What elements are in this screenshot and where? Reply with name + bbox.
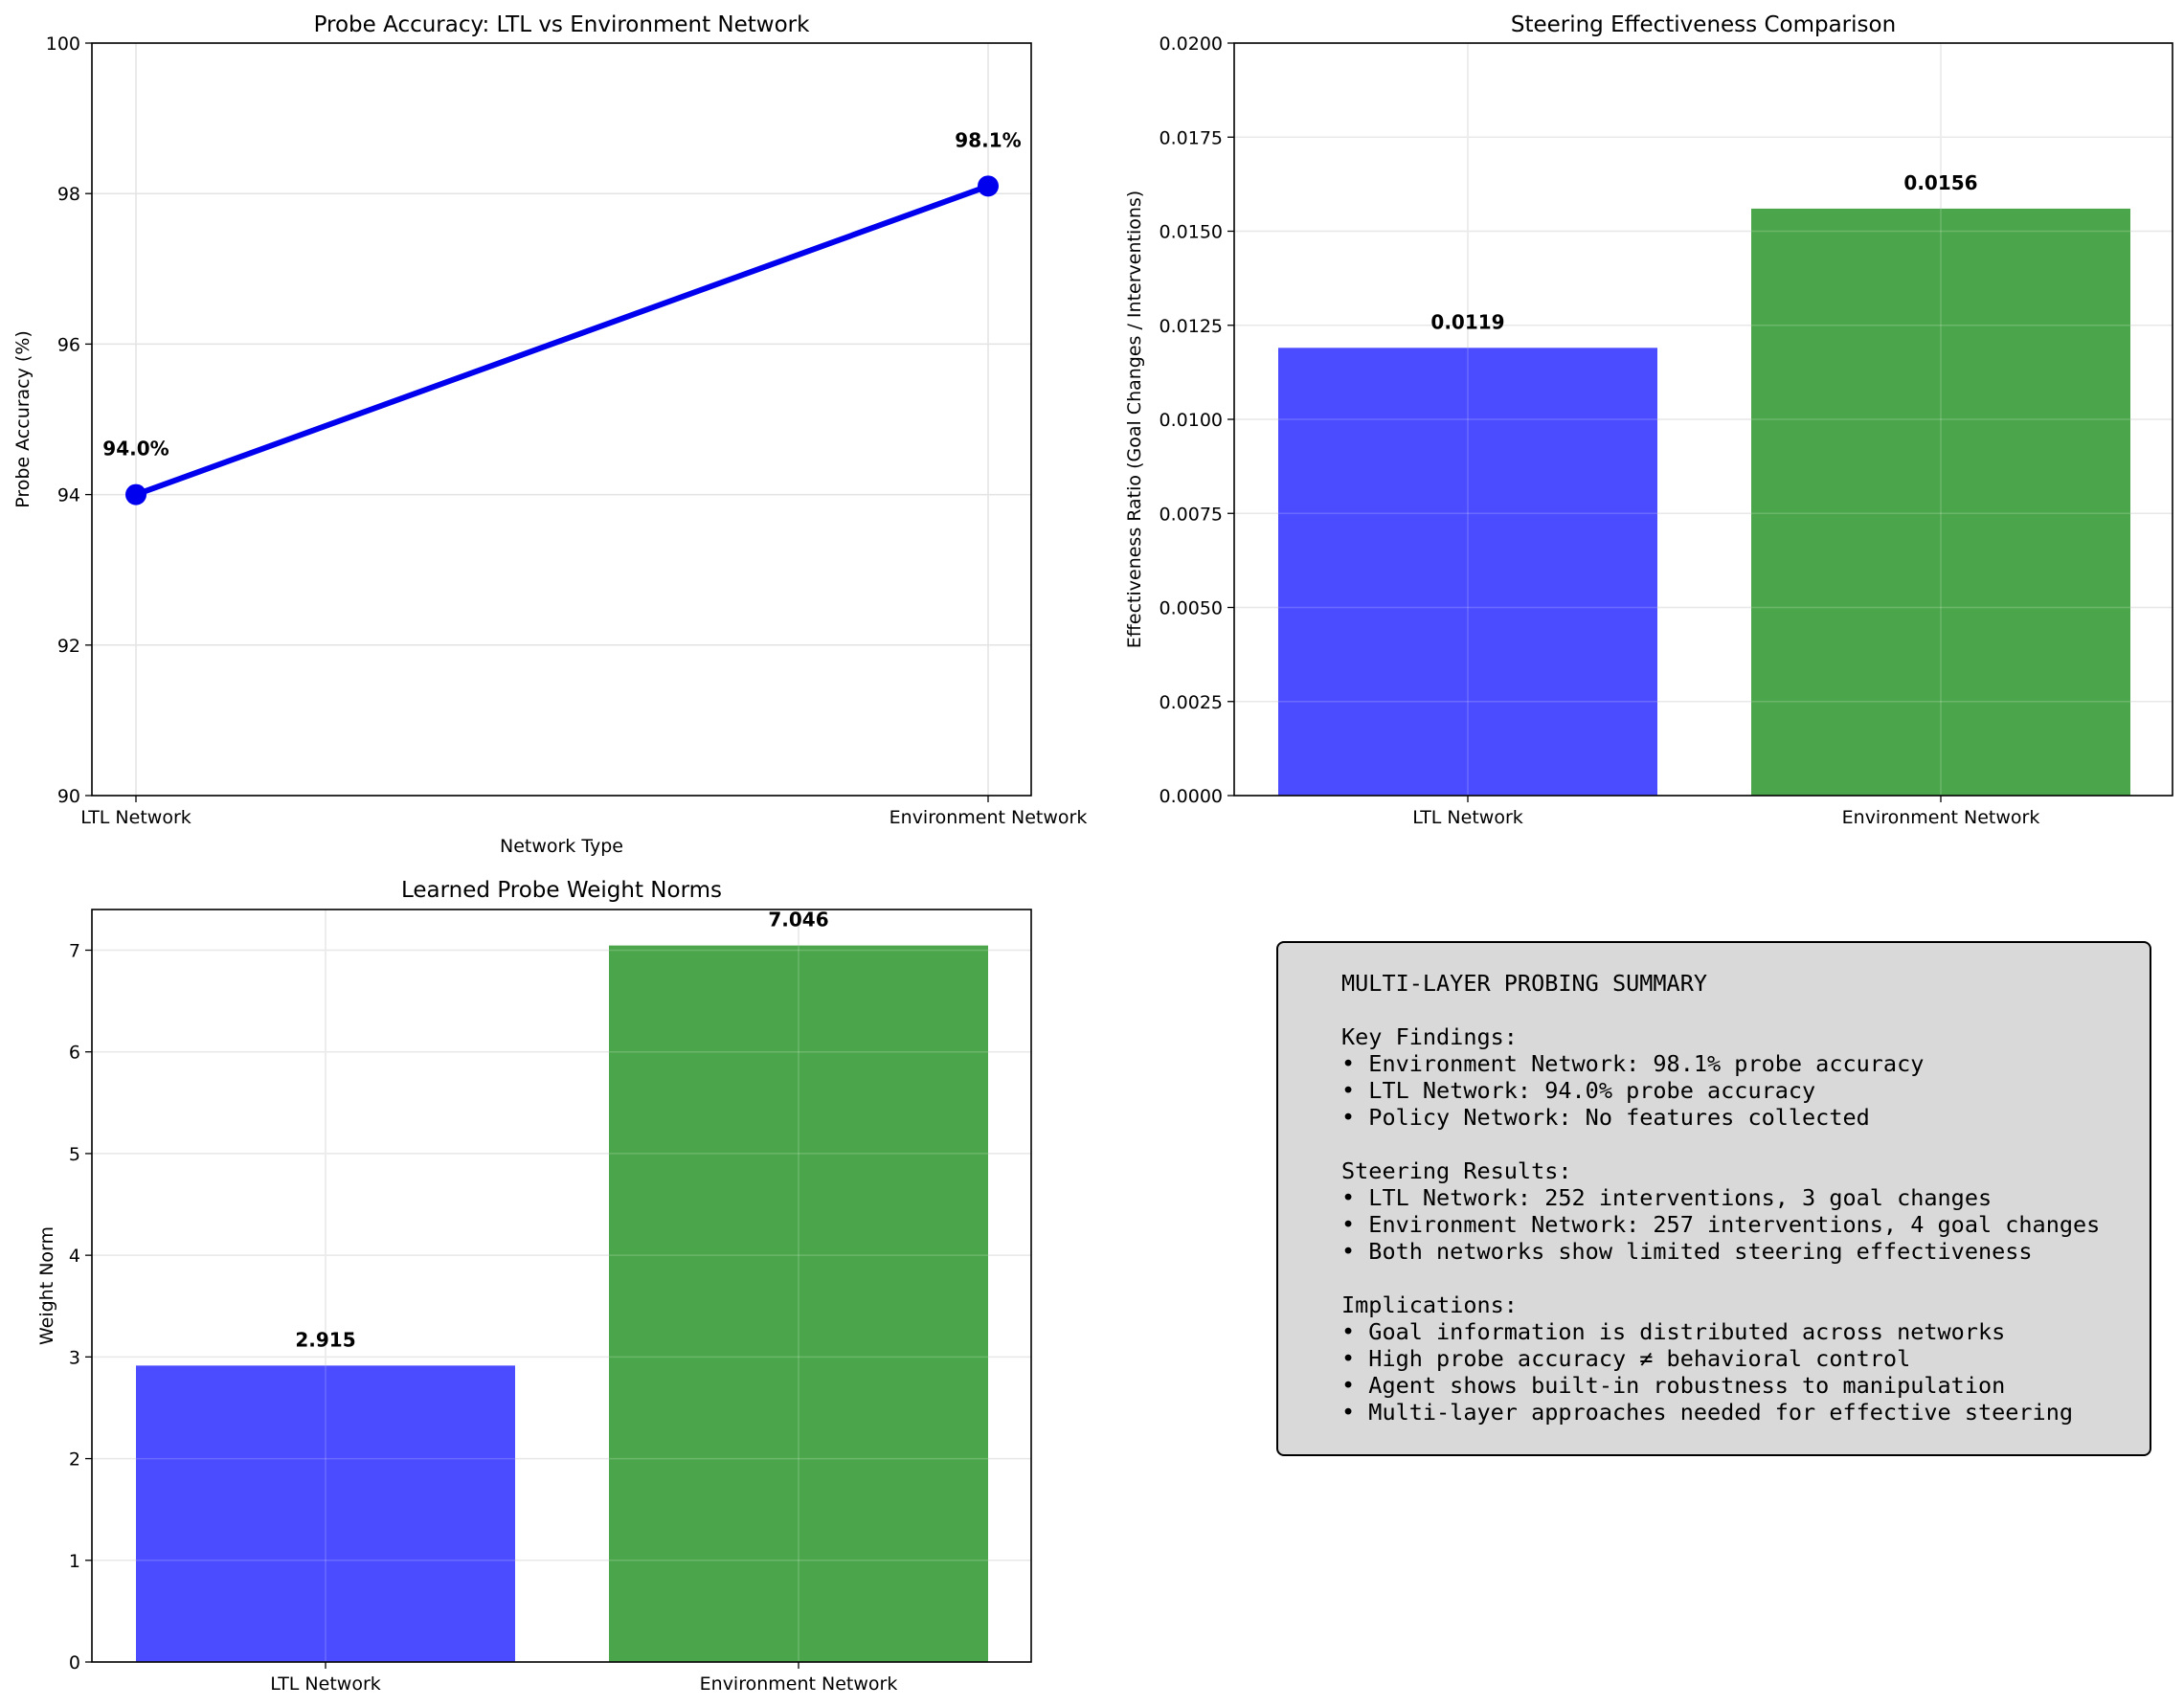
- data-label: 7.046: [768, 909, 828, 932]
- x-tick-label: LTL Network: [270, 1673, 381, 1695]
- y-tick-label: 0.0000: [1160, 786, 1223, 807]
- y-axis-label: Effectiveness Ratio (Goal Changes / Inte…: [1124, 191, 1145, 648]
- x-axis-label: Network Type: [500, 836, 623, 857]
- y-tick-label: 100: [46, 34, 80, 55]
- bar: [609, 945, 988, 1662]
- data-point: [978, 175, 999, 197]
- steering-effectiveness-chart: 0.0119 0.0156 0.0000 0.0025 0.0050 0.0075 0.01…: [1124, 12, 2173, 828]
- data-label: 0.0156: [1903, 171, 1977, 194]
- data-label: 94.0%: [102, 438, 169, 460]
- y-tick-label: 0.0050: [1160, 598, 1223, 619]
- x-tick-label: Environment Network: [700, 1673, 898, 1695]
- summary-text: MULTI-LAYER PROBING SUMMARY Key Findings…: [1341, 970, 2101, 1426]
- chart-title: Learned Probe Weight Norms: [401, 878, 722, 903]
- series-line: [133, 183, 991, 498]
- probe-accuracy-chart: 94.0% 98.1% 90 92 94 96 98 100 LTL Network Enviro…: [12, 12, 1087, 857]
- y-tick-label: 98: [57, 184, 80, 205]
- axes-frame: [91, 909, 1032, 1663]
- y-tick-label: 0: [69, 1652, 80, 1673]
- x-tick-label: LTL Network: [80, 807, 191, 828]
- bar: [1751, 208, 2130, 797]
- summary-box: MULTI-LAYER PROBING SUMMARY Key Findings…: [1276, 941, 2151, 1456]
- y-tick-label: 0.0075: [1160, 504, 1223, 525]
- y-tick-label: 94: [57, 485, 80, 506]
- y-axis-label: Weight Norm: [36, 1226, 57, 1345]
- chart-title: Steering Effectiveness Comparison: [1511, 12, 1896, 37]
- bar: [1278, 348, 1657, 796]
- x-tick-label: Environment Network: [889, 807, 1088, 828]
- data-point: [125, 483, 146, 505]
- x-tick-label: Environment Network: [1842, 807, 2040, 828]
- y-tick-label: 96: [57, 334, 80, 355]
- y-tick-label: 92: [57, 636, 80, 657]
- y-tick-label: 0.0125: [1160, 316, 1223, 337]
- x-tick-label: LTL Network: [1412, 807, 1523, 828]
- weight-norms-chart: 2.915 7.046 0 1 2 3 4 5 6 7 LTL Network Environment…: [36, 878, 1032, 1695]
- y-tick-label: 1: [69, 1551, 80, 1572]
- y-tick-label: 0.0100: [1160, 410, 1223, 431]
- data-label: 98.1%: [955, 128, 1021, 151]
- y-tick-label: 6: [69, 1043, 80, 1064]
- y-axis-label: Probe Accuracy (%): [12, 330, 34, 508]
- axes-frame: [91, 42, 1032, 797]
- y-tick-label: 0.0025: [1160, 692, 1223, 713]
- data-label: 0.0119: [1430, 310, 1504, 333]
- y-tick-label: 90: [57, 786, 80, 807]
- y-tick-label: 0.0200: [1160, 34, 1223, 55]
- y-tick-label: 5: [69, 1144, 80, 1165]
- y-tick-label: 0.0175: [1160, 127, 1223, 148]
- y-tick-label: 2: [69, 1449, 80, 1471]
- data-label: 2.915: [295, 1328, 355, 1351]
- y-tick-label: 3: [69, 1347, 80, 1368]
- bar: [136, 1365, 515, 1662]
- y-tick-label: 0.0150: [1160, 222, 1223, 243]
- chart-title: Probe Accuracy: LTL vs Environment Netwo…: [314, 12, 811, 37]
- y-tick-label: 4: [69, 1246, 80, 1267]
- y-tick-label: 7: [69, 940, 80, 961]
